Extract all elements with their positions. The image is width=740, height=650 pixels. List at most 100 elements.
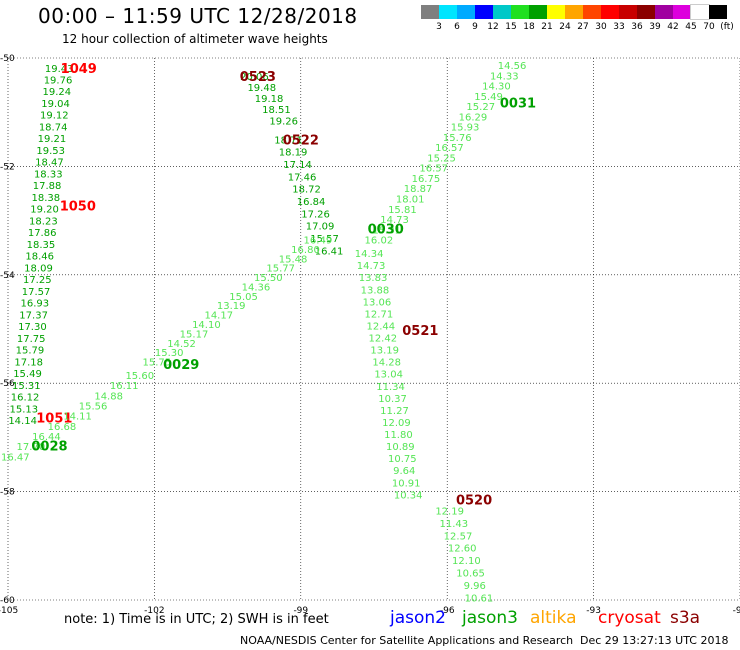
color-scale-label: 18 [523, 22, 535, 32]
wave-height-value: 14.14 [8, 416, 37, 427]
wave-height-value: 15.25 [427, 153, 456, 164]
wave-height-value: 16.57 [419, 164, 448, 175]
color-scale-swatch [475, 5, 493, 19]
pass-label: 0521 [402, 324, 438, 339]
wave-height-value: 9.64 [393, 466, 415, 477]
page-subtitle: 12 hour collection of altimeter wave hei… [62, 32, 328, 46]
wave-height-value: 17.25 [23, 275, 52, 286]
wave-height-value: 17.86 [28, 228, 57, 239]
wave-height-value: 10.91 [392, 478, 421, 489]
wave-height-value: 19.20 [30, 205, 59, 216]
color-scale-label: 45 [685, 22, 697, 32]
color-scale-label: 33 [613, 22, 625, 32]
color-scale-swatch [439, 5, 457, 19]
color-scale-label: 6 [454, 22, 460, 32]
wave-height-value: 10.37 [378, 394, 407, 405]
wave-height-value: 17.26 [301, 209, 330, 220]
wave-height-value: 19.48 [247, 83, 276, 94]
wave-height-value: 10.34 [394, 490, 423, 501]
wave-height-value: 15.77 [266, 264, 295, 275]
wave-height-value: 14.30 [482, 82, 511, 93]
footer-note: note: 1) Time is in UTC; 2) SWH is in fe… [64, 612, 329, 627]
wave-height-value: 14.56 [498, 61, 527, 72]
wave-height-value: 18.72 [292, 185, 321, 196]
wave-height-value: 18.51 [262, 105, 291, 116]
wave-height-value: 18.38 [31, 193, 60, 204]
wave-height-value: 13.19 [370, 346, 399, 357]
color-scale-label: 36 [631, 22, 643, 32]
color-scale-swatch [601, 5, 619, 19]
wave-height-value: 18.74 [39, 122, 68, 133]
color-scale-swatch [511, 5, 529, 19]
wave-height-value: 18.23 [29, 216, 58, 227]
pass-label: 0029 [163, 358, 199, 373]
x-tick-label: -93 [586, 606, 601, 616]
wave-height-value: 12.71 [365, 309, 394, 320]
wave-height-value: 16.41 [315, 246, 344, 257]
pass-label: 0523 [240, 70, 276, 85]
wave-height-value: 13.06 [363, 297, 392, 308]
y-tick-label: -50 [0, 54, 15, 64]
wave-height-value: 16.12 [11, 393, 40, 404]
legend-jason3: jason3 [462, 608, 518, 628]
wave-height-value: 15.17 [180, 329, 209, 340]
x-tick-label: -96 [440, 606, 455, 616]
color-scale-swatch [565, 5, 583, 19]
wave-height-value: 15.75 [143, 358, 172, 369]
pass-label: 1051 [36, 411, 72, 426]
wave-height-value: 14.34 [355, 249, 384, 260]
wave-height-value: 17.70 [17, 442, 46, 453]
color-scale-label: 21 [541, 22, 553, 32]
wave-height-value: 15.81 [388, 205, 417, 216]
wave-height-value: 18.33 [34, 169, 63, 180]
color-scale-swatch [457, 5, 475, 19]
wave-height-value: 17.75 [17, 334, 46, 345]
wave-height-value: 12.10 [452, 556, 481, 567]
wave-height-value: 16.44 [32, 432, 61, 443]
wave-height-value: 15.50 [254, 273, 283, 284]
wave-height-value: 15.79 [16, 346, 45, 357]
color-scale-label: 12 [487, 22, 499, 32]
wave-height-value: 16.49 [304, 236, 333, 247]
wave-height-value: 16.84 [297, 197, 326, 208]
pass-label: 1049 [61, 62, 97, 77]
legend-jason2: jason2 [390, 608, 446, 628]
wave-height-value: 11.34 [376, 382, 405, 393]
pass-label: 1050 [60, 199, 96, 214]
wave-height-value: 16.80 [291, 245, 320, 256]
wave-height-value: 18.71 [274, 135, 303, 146]
wave-height-value: 15.49 [474, 92, 503, 103]
wave-height-value: 20.06 [240, 72, 269, 83]
y-tick-label: -54 [0, 271, 15, 281]
wave-height-value: 15.76 [443, 133, 472, 144]
wave-height-value: 17.09 [306, 222, 335, 233]
wave-height-value: 11.43 [440, 519, 469, 530]
wave-height-value: 19.43 [45, 64, 74, 75]
y-tick-label: -52 [0, 162, 15, 172]
wave-height-value: 13.88 [361, 285, 390, 296]
wave-height-value: 12.44 [367, 321, 396, 332]
wave-height-value: 10.65 [456, 569, 485, 580]
x-tick-label: -90 [733, 606, 740, 616]
y-tick-label: -56 [0, 379, 15, 389]
x-tick-label: -99 [293, 606, 308, 616]
wave-height-value: 19.24 [42, 87, 71, 98]
wave-height-value: 18.09 [24, 263, 53, 274]
x-tick-label: -102 [144, 606, 164, 616]
wave-height-value: 15.49 [13, 369, 42, 380]
color-scale-swatch [709, 5, 727, 19]
wave-height-value: 15.27 [466, 102, 495, 113]
wave-height-value: 17.88 [33, 181, 62, 192]
wave-height-value: 18.35 [27, 240, 56, 251]
wave-height-value: 16.93 [21, 299, 50, 310]
wave-height-value: 18.46 [25, 252, 54, 263]
wave-height-value: 17.57 [22, 287, 51, 298]
legend-s3a: s3a [670, 608, 701, 628]
color-scale-swatch [547, 5, 565, 19]
wave-height-value: 15.93 [451, 123, 480, 134]
color-scale-label: 42 [667, 22, 679, 32]
wave-height-value: 16.57 [435, 143, 464, 154]
wave-height-value: 16.68 [48, 422, 77, 433]
wave-height-value: 17.14 [283, 160, 312, 171]
color-scale-swatch [493, 5, 511, 19]
